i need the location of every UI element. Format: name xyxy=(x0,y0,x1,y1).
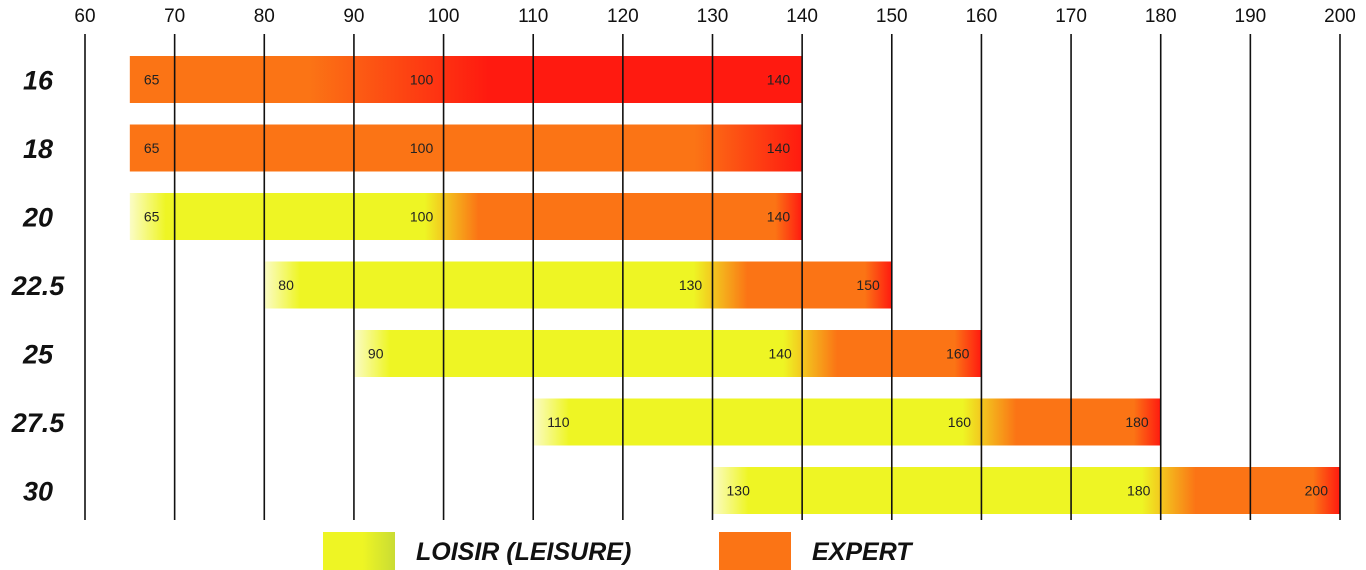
bar-value-label: 140 xyxy=(767,140,791,156)
x-tick-label: 90 xyxy=(343,6,364,27)
x-tick-label: 110 xyxy=(518,6,548,27)
bar-value-label: 80 xyxy=(278,277,294,293)
bar-16 xyxy=(129,56,803,103)
x-tick-label: 100 xyxy=(428,6,460,27)
x-tick-label: 70 xyxy=(164,6,185,27)
bar-value-label: 65 xyxy=(144,140,160,156)
bar-value-label: 180 xyxy=(1127,483,1151,499)
legend-label: EXPERT xyxy=(812,538,914,566)
bar-value-label: 100 xyxy=(410,72,434,88)
category-label: 25 xyxy=(22,340,54,370)
bar-value-label: 110 xyxy=(547,414,570,430)
x-tick-label: 160 xyxy=(966,6,998,27)
bar-value-label: 90 xyxy=(368,346,384,362)
x-tick-label: 80 xyxy=(254,6,275,27)
x-tick-label: 150 xyxy=(876,6,908,27)
bar-25 xyxy=(353,330,982,377)
bar-value-label: 130 xyxy=(679,277,703,293)
bar-value-label: 160 xyxy=(946,346,970,362)
legend: LOISIR (LEISURE) EXPERT xyxy=(323,532,914,570)
bar-27.5 xyxy=(533,398,1161,446)
category-label: 18 xyxy=(23,134,53,164)
grid-layer xyxy=(84,34,1341,520)
legend-swatch xyxy=(323,532,395,570)
bar-30 xyxy=(712,467,1340,514)
bar-value-label: 100 xyxy=(410,140,434,156)
bar-value-label: 65 xyxy=(144,72,160,88)
bar-value-label: 130 xyxy=(727,483,751,499)
bar-value-label: 140 xyxy=(768,346,792,362)
bar-value-label: 140 xyxy=(767,209,791,225)
category-label: 30 xyxy=(23,477,53,507)
category-labels: 16 18 20 22.5 25 27.5 30 xyxy=(11,66,66,507)
bar-18 xyxy=(129,124,803,172)
x-tick-label: 60 xyxy=(74,6,95,27)
bar-value-label: 180 xyxy=(1125,414,1149,430)
category-label: 27.5 xyxy=(11,408,66,438)
x-tick-label: 180 xyxy=(1145,6,1177,27)
x-tick-label: 170 xyxy=(1055,6,1087,27)
x-tick-label: 120 xyxy=(607,6,639,27)
bar-value-label: 160 xyxy=(948,414,972,430)
x-tick-label: 200 xyxy=(1324,6,1356,27)
category-label: 22.5 xyxy=(11,271,66,301)
x-axis-ticks: 60 70 80 90 100 110 120 130 140 150 160 170 180 190 20… xyxy=(74,6,1355,27)
bar-20 xyxy=(129,193,803,240)
bar-value-label: 140 xyxy=(767,72,791,88)
bar-22.5 xyxy=(264,261,892,309)
bar-value-labels: 65 100 140 65 100 140 65 100 140 80 130 150 90 140 160… xyxy=(144,72,1328,499)
x-tick-label: 130 xyxy=(697,6,729,27)
bars-layer xyxy=(129,56,1340,514)
x-tick-label: 140 xyxy=(786,6,818,27)
bar-value-label: 150 xyxy=(856,277,880,293)
legend-swatch xyxy=(719,532,791,570)
legend-label: LOISIR (LEISURE) xyxy=(416,538,631,566)
x-tick-label: 190 xyxy=(1235,6,1267,27)
category-label: 20 xyxy=(22,203,53,233)
bar-value-label: 100 xyxy=(410,209,434,225)
bar-value-label: 200 xyxy=(1305,483,1329,499)
bar-value-label: 65 xyxy=(144,209,160,225)
category-label: 16 xyxy=(23,66,54,96)
